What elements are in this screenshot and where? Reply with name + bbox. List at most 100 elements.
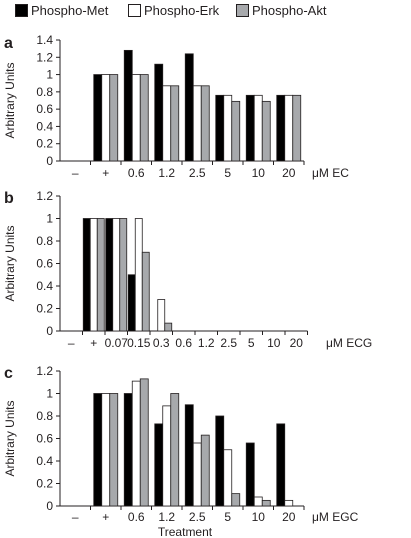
panel-a-category-label: 20 xyxy=(282,166,296,180)
legend-label-phospho-erk: Phospho-Erk xyxy=(144,2,220,18)
panel-c-y-tick-label: 1 xyxy=(46,387,53,401)
panel-c-bar-phospho-met xyxy=(276,423,286,507)
panel-a-bar-phospho-met xyxy=(245,94,255,162)
panel-b-category-label: + xyxy=(90,336,97,350)
panel-b-bar-phospho-erk xyxy=(157,299,166,332)
panel-c-bar-phospho-met xyxy=(93,393,103,507)
panel-c-bar-phospho-erk xyxy=(253,496,263,507)
panel-b-category-label: 10 xyxy=(267,336,281,350)
panel-a-bar-phospho-erk xyxy=(253,94,263,162)
panel-a-y-axis-title: Arbitrary Units xyxy=(3,62,17,138)
panel-a-y-tick-label: 0.6 xyxy=(36,102,53,116)
panel-b-category-label: 0.07 xyxy=(105,336,129,350)
panel-c-category-label: 10 xyxy=(252,510,266,524)
panel-b-bar-phospho-erk xyxy=(134,218,143,332)
panel-a-y-tick-label: 1.2 xyxy=(36,50,53,64)
panel-b-y-tick-label: 0.6 xyxy=(36,257,53,271)
panel-a-category-label: – xyxy=(72,166,79,180)
legend-item-phospho-met: Phospho-Met xyxy=(15,2,108,18)
panel-a-y-tick-label: 0.8 xyxy=(36,85,53,99)
panel-b-label: b xyxy=(4,190,14,207)
panel-a-bar-phospho-met xyxy=(215,94,225,162)
panel-b-bar-phospho-erk xyxy=(89,218,98,332)
panel-c-bar-phospho-met xyxy=(184,404,194,507)
panel-a-y-tick-label: 1.4 xyxy=(36,33,53,47)
panel-c-category-label: 5 xyxy=(224,510,231,524)
legend-swatch-phospho-erk xyxy=(128,3,141,17)
panel-a-category-label: 10 xyxy=(252,166,266,180)
legend-swatch-phospho-akt xyxy=(236,3,249,17)
legend-swatch-phospho-met xyxy=(15,3,28,17)
panel-a-bar-phospho-erk xyxy=(131,74,141,162)
panel-c-label: c xyxy=(4,365,13,382)
panel-b-category-label: 0.6 xyxy=(175,336,192,350)
panel-c-y-tick-label: 1.2 xyxy=(36,364,53,378)
panel-a-category-label: 1.2 xyxy=(158,166,175,180)
panel-c-y-tick-label: 0.6 xyxy=(36,432,53,446)
panel-c-bar-phospho-erk xyxy=(223,449,233,507)
panel-b-y-tick-label: 0.2 xyxy=(36,302,53,316)
panel-a-bar-phospho-erk xyxy=(223,94,233,162)
panel-a-bar-phospho-erk xyxy=(284,94,294,162)
panel-c-y-axis-title: Arbitrary Units xyxy=(3,400,17,476)
panel-c-category-label: 2.5 xyxy=(189,510,206,524)
panel-c-y-tick-label: 0.4 xyxy=(36,454,53,468)
panel-b-y-tick-label: 0 xyxy=(46,324,53,338)
panel-a-category-label: 2.5 xyxy=(189,166,206,180)
panel-c-bar-phospho-akt xyxy=(139,378,149,507)
panel-a-category-label: 5 xyxy=(224,166,231,180)
panel-b-category-label: 5 xyxy=(248,336,255,350)
panel-c-bar-phospho-akt xyxy=(200,434,210,507)
panel-b-unit-label: μM ECG xyxy=(326,336,372,350)
panel-a-y-tick-label: 0.4 xyxy=(36,119,53,133)
panel-a-bar-phospho-erk xyxy=(162,85,172,162)
panel-c-unit-label: μM EGC xyxy=(312,510,359,524)
panel-a-bar-phospho-met xyxy=(93,74,103,162)
panel-c-category-label: 0.6 xyxy=(128,510,145,524)
panel-a-bar-phospho-erk xyxy=(192,85,202,162)
chart-legend: Phospho-Met Phospho-Erk Phospho-Akt xyxy=(0,0,411,22)
panel-c-bar-phospho-akt xyxy=(231,493,241,507)
panel-a-y-tick-label: 0.2 xyxy=(36,137,53,151)
panel-b-category-label: – xyxy=(68,336,75,350)
panel-a-bar-phospho-akt xyxy=(292,94,302,162)
panel-c-bar-phospho-erk xyxy=(131,380,141,507)
panel-c-bar-phospho-erk xyxy=(192,442,202,507)
panel-a-bar-phospho-met xyxy=(154,63,164,162)
panel-c-bar-phospho-erk xyxy=(162,405,172,507)
panel-c-bar-phospho-met xyxy=(154,423,164,507)
panel-c-category-label: – xyxy=(72,510,79,524)
panel-c-bar-phospho-met xyxy=(123,393,133,507)
panel-b-category-label: 2.5 xyxy=(220,336,237,350)
panel-b-y-tick-label: 0.8 xyxy=(36,234,53,248)
panel-c-bar-phospho-akt xyxy=(170,393,180,507)
panel-b-category-label: 0.15 xyxy=(127,336,151,350)
panel-a-bar-phospho-met xyxy=(276,94,286,162)
panel-c-bar-phospho-erk xyxy=(101,393,111,507)
panel-a-y-tick-label: 1 xyxy=(46,68,53,82)
panel-b-bar-phospho-erk xyxy=(112,218,121,332)
panel-a-category-label: 0.6 xyxy=(128,166,145,180)
panel-a-category-label: + xyxy=(102,166,109,180)
panel-b-bar-phospho-akt xyxy=(141,251,150,332)
panel-c-category-label: 1.2 xyxy=(158,510,175,524)
panel-a-bar-phospho-akt xyxy=(139,74,149,162)
panel-c-bar-phospho-met xyxy=(245,442,255,507)
panel-b-category-label: 20 xyxy=(290,336,304,350)
panel-c-x-axis-title: Treatment xyxy=(158,525,213,538)
panel-b-category-label: 0.3 xyxy=(153,336,170,350)
panel-b-bar-phospho-akt xyxy=(96,218,105,332)
legend-label-phospho-akt: Phospho-Akt xyxy=(252,2,327,18)
panel-b-bar-phospho-akt xyxy=(119,218,128,332)
panel-c-category-label: 20 xyxy=(282,510,296,524)
panel-b-bar-phospho-met xyxy=(127,274,136,332)
panel-c-y-tick-label: 0.8 xyxy=(36,409,53,423)
panel-c-bar-phospho-akt xyxy=(261,499,271,507)
panel-b-y-axis-title: Arbitrary Units xyxy=(3,225,17,301)
panel-c-y-tick-label: 0.2 xyxy=(36,477,53,491)
panel-b-bar-phospho-met xyxy=(105,218,114,332)
panel-a-bar-phospho-akt xyxy=(261,100,271,162)
panel-c-y-tick-label: 0 xyxy=(46,499,53,513)
panel-b-y-tick-label: 0.4 xyxy=(36,279,53,293)
